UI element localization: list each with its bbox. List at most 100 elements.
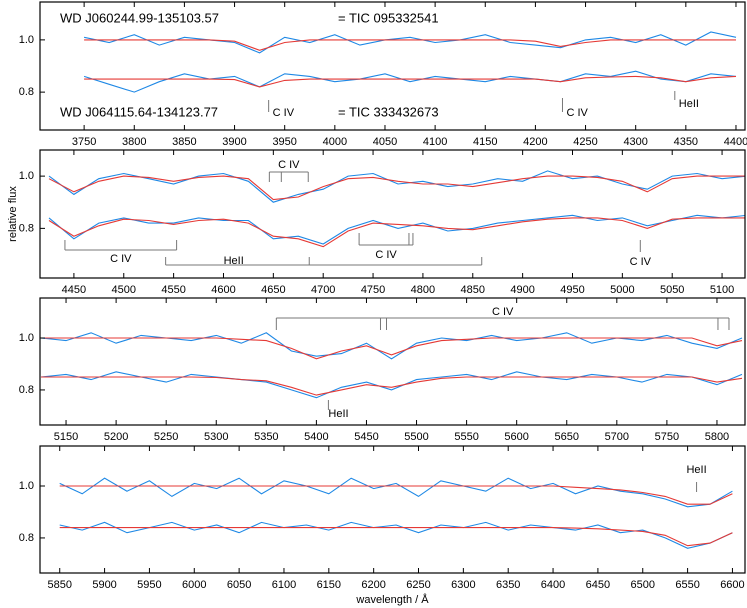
- x-tick-label: 4250: [573, 136, 597, 148]
- annotation: = TIC 095332541: [338, 10, 439, 25]
- id-label: C IV: [566, 107, 588, 119]
- x-tick-label: 5050: [660, 284, 684, 296]
- x-tick-label: 5200: [104, 431, 128, 443]
- x-tick-label: 4150: [473, 136, 497, 148]
- x-tick-label: 6450: [586, 579, 610, 591]
- id-label: HeII: [686, 464, 706, 476]
- x-tick-label: 5850: [47, 579, 71, 591]
- x-tick-label: 4850: [461, 284, 485, 296]
- x-axis-label: wavelength / Å: [355, 593, 429, 606]
- x-tick-label: 5900: [92, 579, 116, 591]
- x-tick-label: 4750: [361, 284, 385, 296]
- x-tick-label: 3850: [172, 136, 196, 148]
- x-tick-label: 4900: [510, 284, 534, 296]
- x-tick-label: 3750: [72, 136, 96, 148]
- x-tick-label: 5750: [655, 431, 679, 443]
- x-tick-label: 6250: [406, 579, 430, 591]
- spectrum-line: [83, 70, 737, 93]
- x-tick-label: 6600: [720, 579, 744, 591]
- spectrum-line: [59, 521, 733, 549]
- spectrum-line: [59, 477, 733, 508]
- x-tick-label: 4000: [323, 136, 347, 148]
- spectrum-line: [84, 75, 737, 88]
- x-tick-label: 6400: [541, 579, 565, 591]
- x-tick-label: 6150: [317, 579, 341, 591]
- y-tick-label: 1.0: [19, 480, 34, 492]
- x-tick-label: 5400: [304, 431, 328, 443]
- x-tick-label: 4100: [423, 136, 447, 148]
- id-label: C IV: [278, 159, 300, 171]
- x-tick-label: 5300: [204, 431, 228, 443]
- y-axis-label: relative flux: [7, 186, 19, 242]
- panel: [59, 477, 733, 549]
- spectrum-line: [48, 170, 745, 203]
- y-tick-label: 1.0: [19, 34, 34, 46]
- y-tick-label: 0.8: [19, 222, 34, 234]
- x-tick-label: 4800: [411, 284, 435, 296]
- spectrum-line: [83, 31, 737, 54]
- x-tick-label: 4300: [623, 136, 647, 148]
- spectrum-line: [48, 214, 745, 245]
- id-label: C IV: [273, 107, 295, 119]
- annotation: = TIC 333432673: [338, 104, 439, 119]
- x-tick-label: 6050: [227, 579, 251, 591]
- frame: [39, 149, 746, 279]
- x-tick-label: 4450: [62, 284, 86, 296]
- spectrum-line: [41, 337, 743, 360]
- y-tick-label: 1.0: [19, 332, 34, 344]
- panel: [40, 332, 743, 399]
- x-tick-label: 4650: [261, 284, 285, 296]
- y-tick-label: 0.8: [19, 532, 34, 544]
- x-tick-label: 4700: [311, 284, 335, 296]
- x-tick-label: 3800: [122, 136, 146, 148]
- annotation: WD J060244.99-135103.57: [60, 10, 219, 25]
- frame: [39, 445, 746, 574]
- id-label: C IV: [110, 253, 132, 265]
- x-tick-label: 6200: [361, 579, 385, 591]
- id-label: HeII: [224, 255, 244, 267]
- x-tick-label: 5700: [605, 431, 629, 443]
- id-label: HeII: [328, 408, 348, 420]
- spectrum-line: [40, 332, 743, 360]
- x-tick-label: 5150: [54, 431, 78, 443]
- x-tick-label: 4550: [161, 284, 185, 296]
- x-tick-label: 6550: [675, 579, 699, 591]
- x-tick-label: 6100: [272, 579, 296, 591]
- x-tick-label: 5600: [504, 431, 528, 443]
- x-tick-label: 4600: [211, 284, 235, 296]
- x-tick-label: 3900: [222, 136, 246, 148]
- id-label: C IV: [630, 256, 652, 268]
- id-label: HeII: [679, 98, 699, 110]
- spectrum-line: [48, 217, 745, 248]
- id-label: C IV: [375, 249, 397, 261]
- x-tick-label: 5100: [710, 284, 734, 296]
- x-tick-label: 5550: [454, 431, 478, 443]
- x-tick-label: 6500: [631, 579, 655, 591]
- x-tick-label: 4050: [373, 136, 397, 148]
- x-tick-label: 5800: [705, 431, 729, 443]
- x-tick-label: 4400: [724, 136, 747, 148]
- y-tick-label: 0.8: [19, 86, 34, 98]
- frame: [39, 1, 746, 131]
- id-label: C IV: [492, 306, 514, 318]
- spectrum-line: [48, 175, 745, 201]
- y-tick-label: 1.0: [19, 170, 34, 182]
- panel: [48, 170, 745, 248]
- x-tick-label: 5650: [555, 431, 579, 443]
- x-tick-label: 4500: [112, 284, 136, 296]
- spectrum-line: [40, 371, 743, 399]
- x-tick-label: 5450: [354, 431, 378, 443]
- y-tick-label: 0.8: [19, 384, 34, 396]
- x-tick-label: 5250: [154, 431, 178, 443]
- spectrum-line: [41, 376, 743, 396]
- x-tick-label: 5500: [404, 431, 428, 443]
- frame: [39, 297, 746, 426]
- x-tick-label: 3950: [272, 136, 296, 148]
- x-tick-label: 6350: [496, 579, 520, 591]
- x-tick-label: 6000: [182, 579, 206, 591]
- spectrum-line: [59, 485, 733, 505]
- spectrum-line: [59, 527, 733, 547]
- x-tick-label: 6300: [451, 579, 475, 591]
- panel: [83, 31, 737, 93]
